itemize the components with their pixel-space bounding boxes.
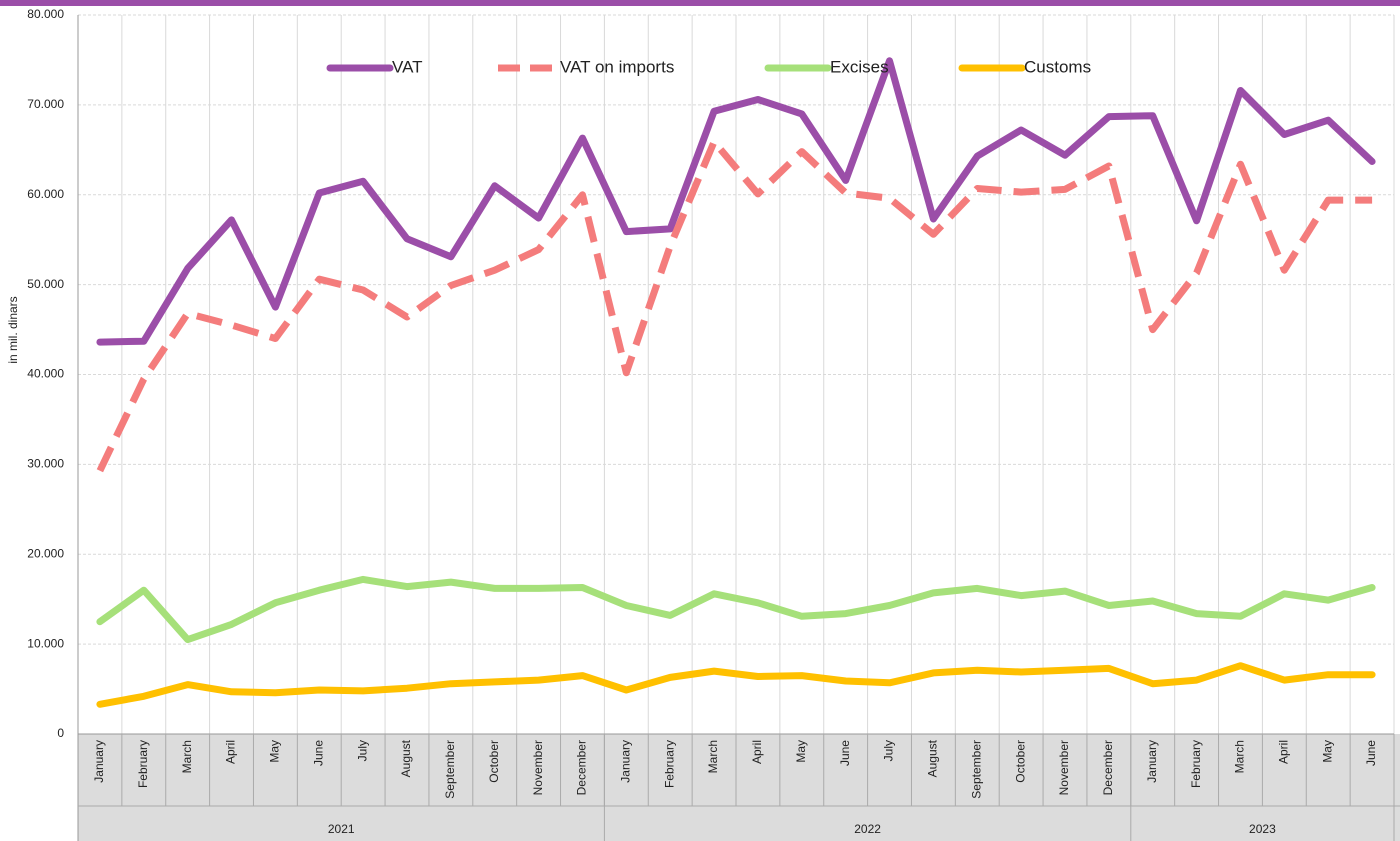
x-tick-label: January [619,740,633,783]
group-label: 2021 [328,822,355,836]
x-tick-label: October [487,740,501,783]
x-tick-label: February [662,740,676,788]
x-tick-label: June [311,740,325,766]
legend-label: VAT on imports [560,57,674,76]
x-tick-label: April [750,740,764,764]
legend-label: Excises [830,57,889,76]
series-line [96,138,1373,473]
y-axis-label: in mil. dinars [6,296,20,363]
group-label: 2022 [854,822,881,836]
y-tick-label: 20.000 [27,546,64,560]
x-tick-label: March [706,740,720,773]
x-tick-label: September [969,740,983,799]
legend-label: Customs [1024,57,1091,76]
y-tick-label: 10.000 [27,636,64,650]
x-tick-label: August [399,739,413,777]
x-tick-label: June [838,740,852,766]
x-tick-label: August [926,739,940,777]
x-tick-label: July [882,740,896,761]
x-tick-label: February [136,740,150,788]
y-tick-label: 40.000 [27,367,64,381]
top-bar [0,0,1400,6]
x-tick-label: February [1189,740,1203,788]
y-tick-label: 30.000 [27,457,64,471]
y-tick-label: 70.000 [27,97,64,111]
x-tick-label: January [1145,740,1159,783]
x-tick-label: November [1057,740,1071,795]
x-tick-label: July [355,740,369,761]
y-tick-label: 0 [57,726,64,740]
x-tick-label: April [1277,740,1291,764]
y-tick-label: 60.000 [27,187,64,201]
x-tick-label: March [1233,740,1247,773]
series-line [96,662,1376,708]
series-line [96,575,1376,644]
legend: VAT VAT on imports Excises Customs [326,57,1091,76]
series-line [96,57,1376,346]
legend-label: VAT [392,57,423,76]
x-tick-label: September [443,740,457,799]
x-tick-label: May [794,740,808,763]
x-tick-label: May [268,740,282,763]
group-label: 2023 [1249,822,1276,836]
axis-band [78,734,1400,841]
x-tick-label: April [224,740,238,764]
x-tick-label: May [1320,740,1334,763]
x-tick-label: December [575,740,589,795]
x-tick-label: November [531,740,545,795]
x-tick-label: March [180,740,194,773]
x-tick-label: October [1013,740,1027,783]
x-tick-label: January [92,740,106,783]
x-tick-label: June [1364,740,1378,766]
y-tick-label: 80.000 [27,7,64,21]
y-tick-label: 50.000 [27,277,64,291]
x-tick-label: December [1101,740,1115,795]
